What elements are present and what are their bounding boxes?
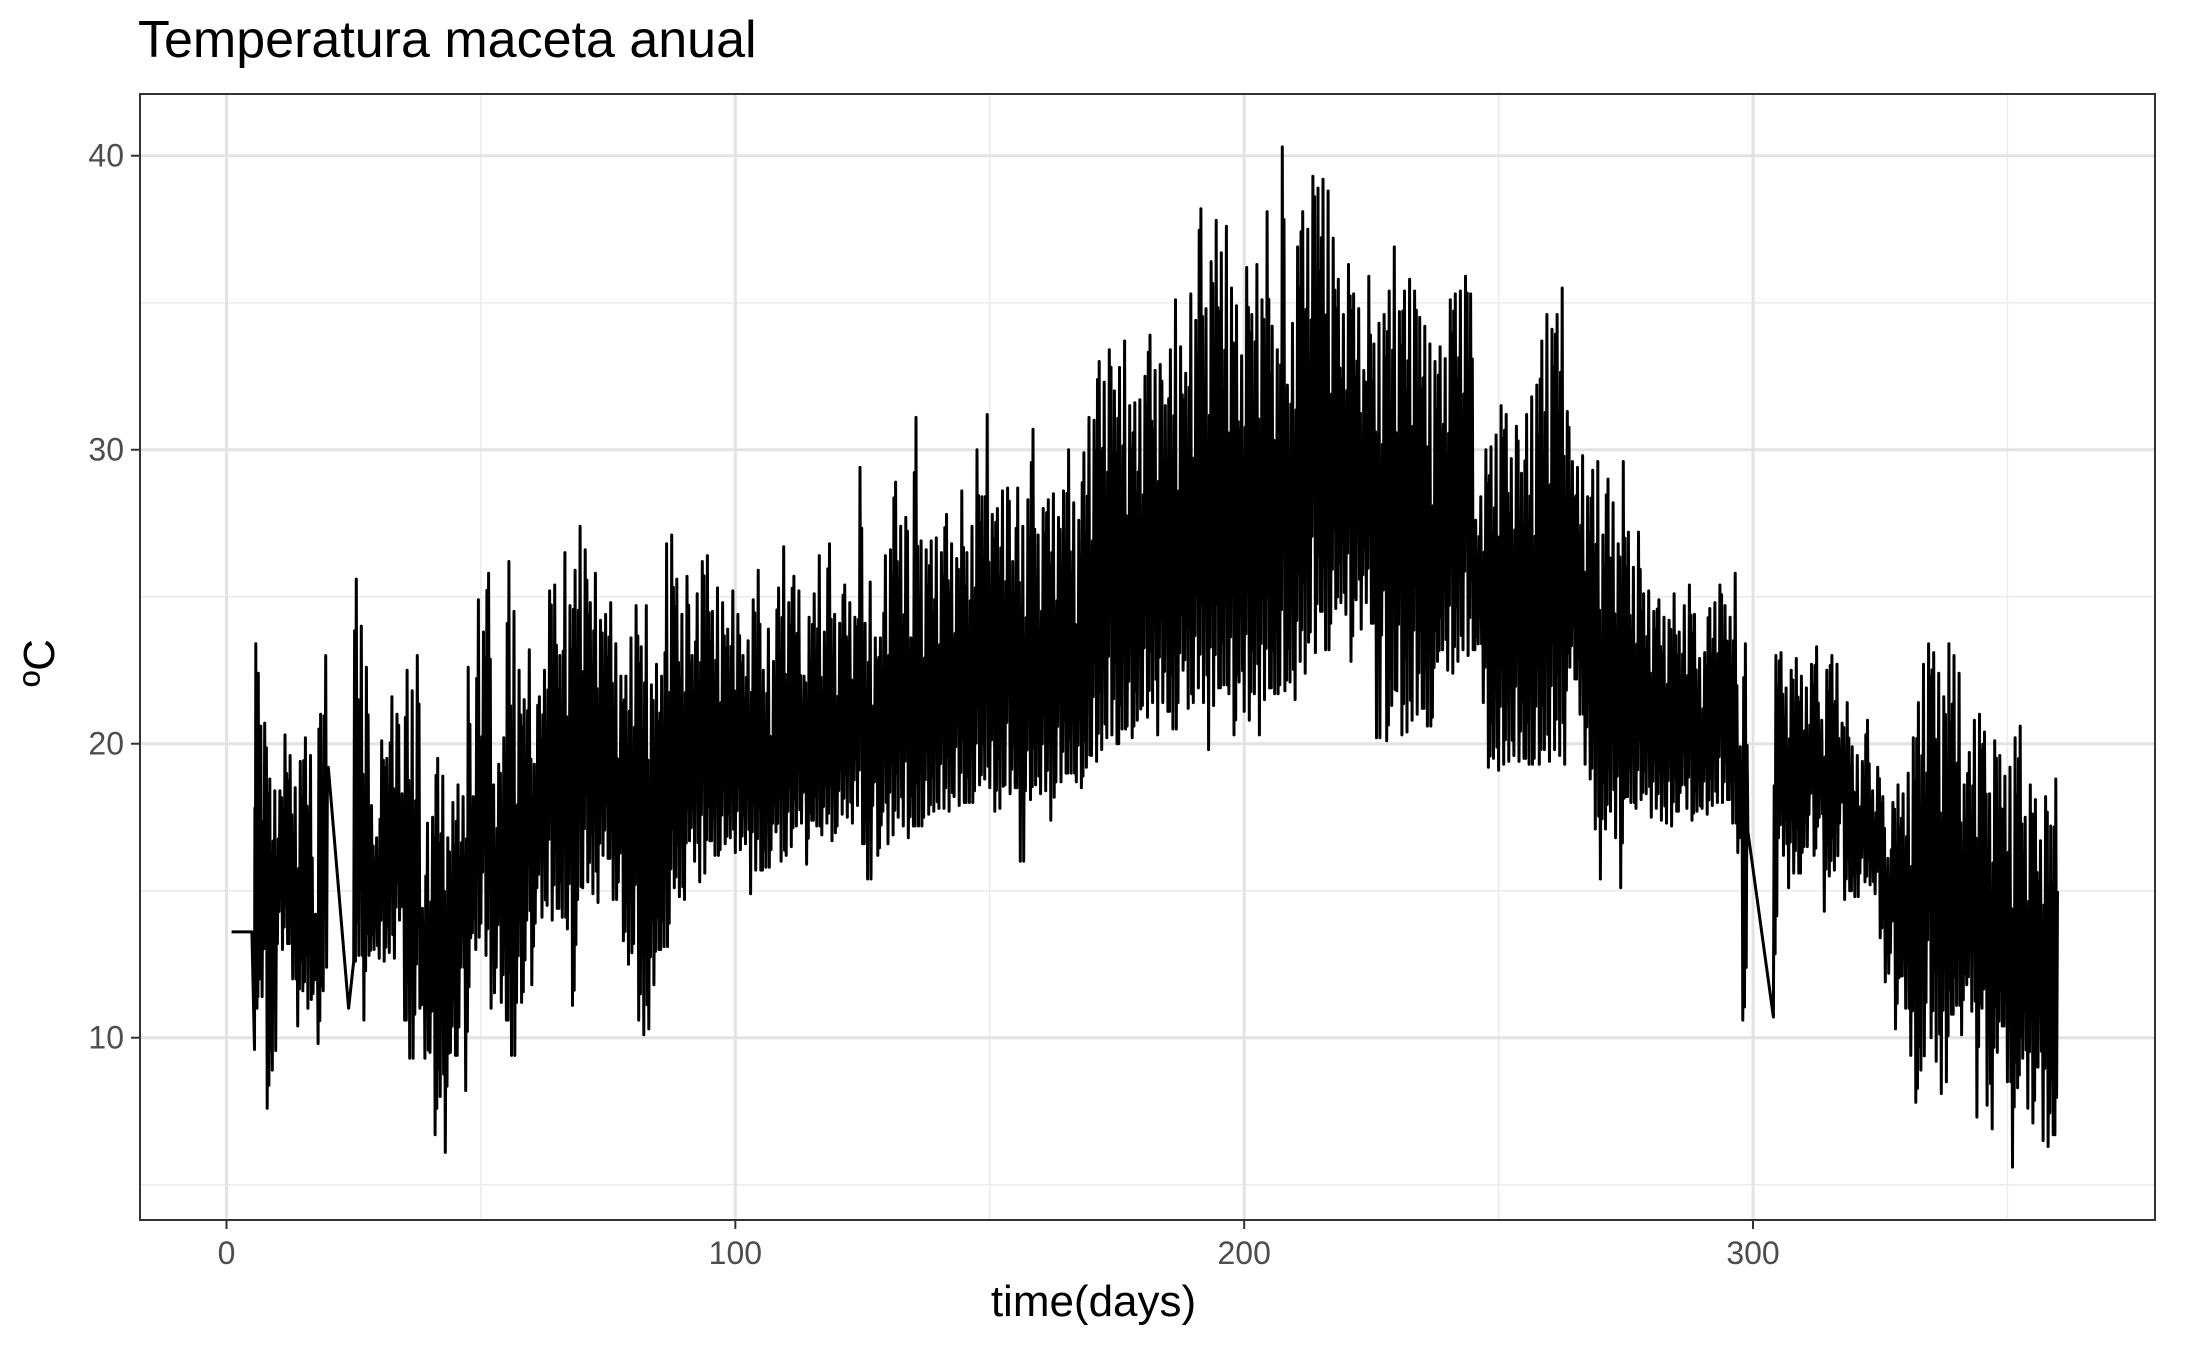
chart-title: Temperatura maceta anual [138, 11, 757, 69]
y-tick-label: 20 [88, 726, 124, 762]
x-axis-label: time(days) [990, 1277, 1197, 1326]
x-axis: 0 100 200 300 [218, 1220, 1780, 1271]
plot-panel-border [139, 93, 2156, 1221]
x-tick-label: 300 [1726, 1235, 1779, 1271]
x-tick-label: 100 [709, 1235, 762, 1271]
y-axis: 10 20 30 40 [88, 138, 140, 1056]
y-tick-label: 30 [88, 432, 124, 468]
temperature-series-line-0 [231, 145, 2059, 1169]
series-layer [231, 145, 2059, 1169]
y-tick-label: 40 [88, 138, 124, 174]
x-tick-label: 0 [218, 1235, 236, 1271]
x-tick-label: 200 [1217, 1235, 1270, 1271]
y-tick-label: 10 [88, 1020, 124, 1056]
